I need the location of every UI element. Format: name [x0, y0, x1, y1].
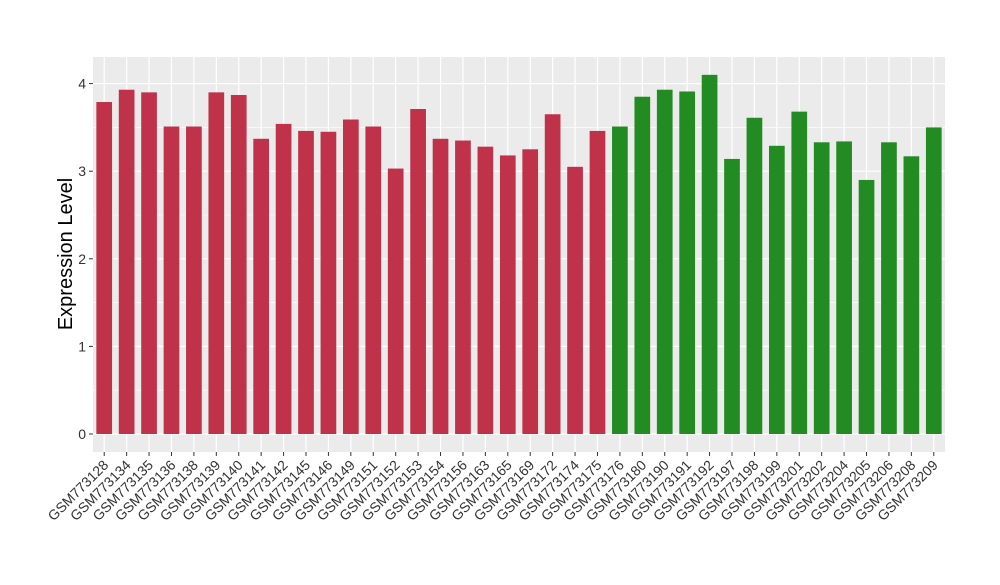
bar-GSM773128: [96, 101, 113, 434]
bar-GSM773206: [881, 142, 897, 435]
bar-GSM773138: [186, 126, 202, 435]
bar-GSM773205: [858, 179, 875, 434]
bar-GSM773139: [208, 92, 225, 435]
bar-GSM773197: [724, 158, 740, 434]
bar-GSM773174: [567, 166, 583, 434]
y-tick-label: 3: [78, 163, 86, 179]
bar-GSM773145: [298, 130, 314, 435]
bar-GSM773156: [455, 140, 471, 435]
bar-GSM773180: [634, 96, 651, 435]
bar-GSM773136: [163, 126, 180, 435]
y-axis: 0 1 2 3 4: [78, 76, 93, 442]
bar-GSM773204: [836, 141, 852, 434]
bar-GSM773202: [813, 142, 830, 435]
bar-GSM773208: [903, 156, 920, 435]
y-tick-label: 1: [78, 338, 86, 354]
bar-GSM773190: [656, 89, 673, 435]
bar-GSM773151: [365, 126, 382, 435]
bar-GSM773176: [612, 126, 628, 435]
bar-GSM773134: [118, 89, 135, 435]
bar-GSM773149: [342, 119, 359, 435]
bar-GSM773191: [679, 91, 696, 434]
bar-GSM773154: [432, 138, 449, 434]
y-tick-label: 4: [78, 76, 86, 92]
x-axis: GSM773128GSM773134GSM773135GSM773136GSM7…: [44, 452, 941, 524]
y-axis-label: Expression Level: [55, 178, 77, 330]
bar-GSM773152: [387, 168, 404, 434]
bar-GSM773142: [275, 123, 292, 435]
bar-GSM773201: [791, 111, 808, 434]
bar-GSM773172: [544, 114, 561, 434]
bar-GSM773198: [746, 117, 763, 434]
y-tick-label: 2: [78, 251, 86, 267]
bar-GSM773135: [141, 92, 157, 435]
bar-GSM773141: [253, 138, 270, 434]
y-tick-label: 0: [78, 426, 86, 442]
bars: [96, 74, 942, 435]
bar-GSM773192: [701, 74, 718, 434]
bar-GSM773146: [320, 131, 337, 434]
bar-GSM773165: [499, 155, 516, 434]
bar-GSM773209: [925, 127, 942, 435]
bar-GSM773175: [589, 130, 606, 435]
bar-GSM773140: [230, 94, 247, 434]
bar-GSM773163: [477, 146, 494, 434]
bar-GSM773169: [522, 149, 539, 435]
bar-GSM773199: [768, 145, 785, 434]
bar-GSM773153: [410, 109, 426, 434]
